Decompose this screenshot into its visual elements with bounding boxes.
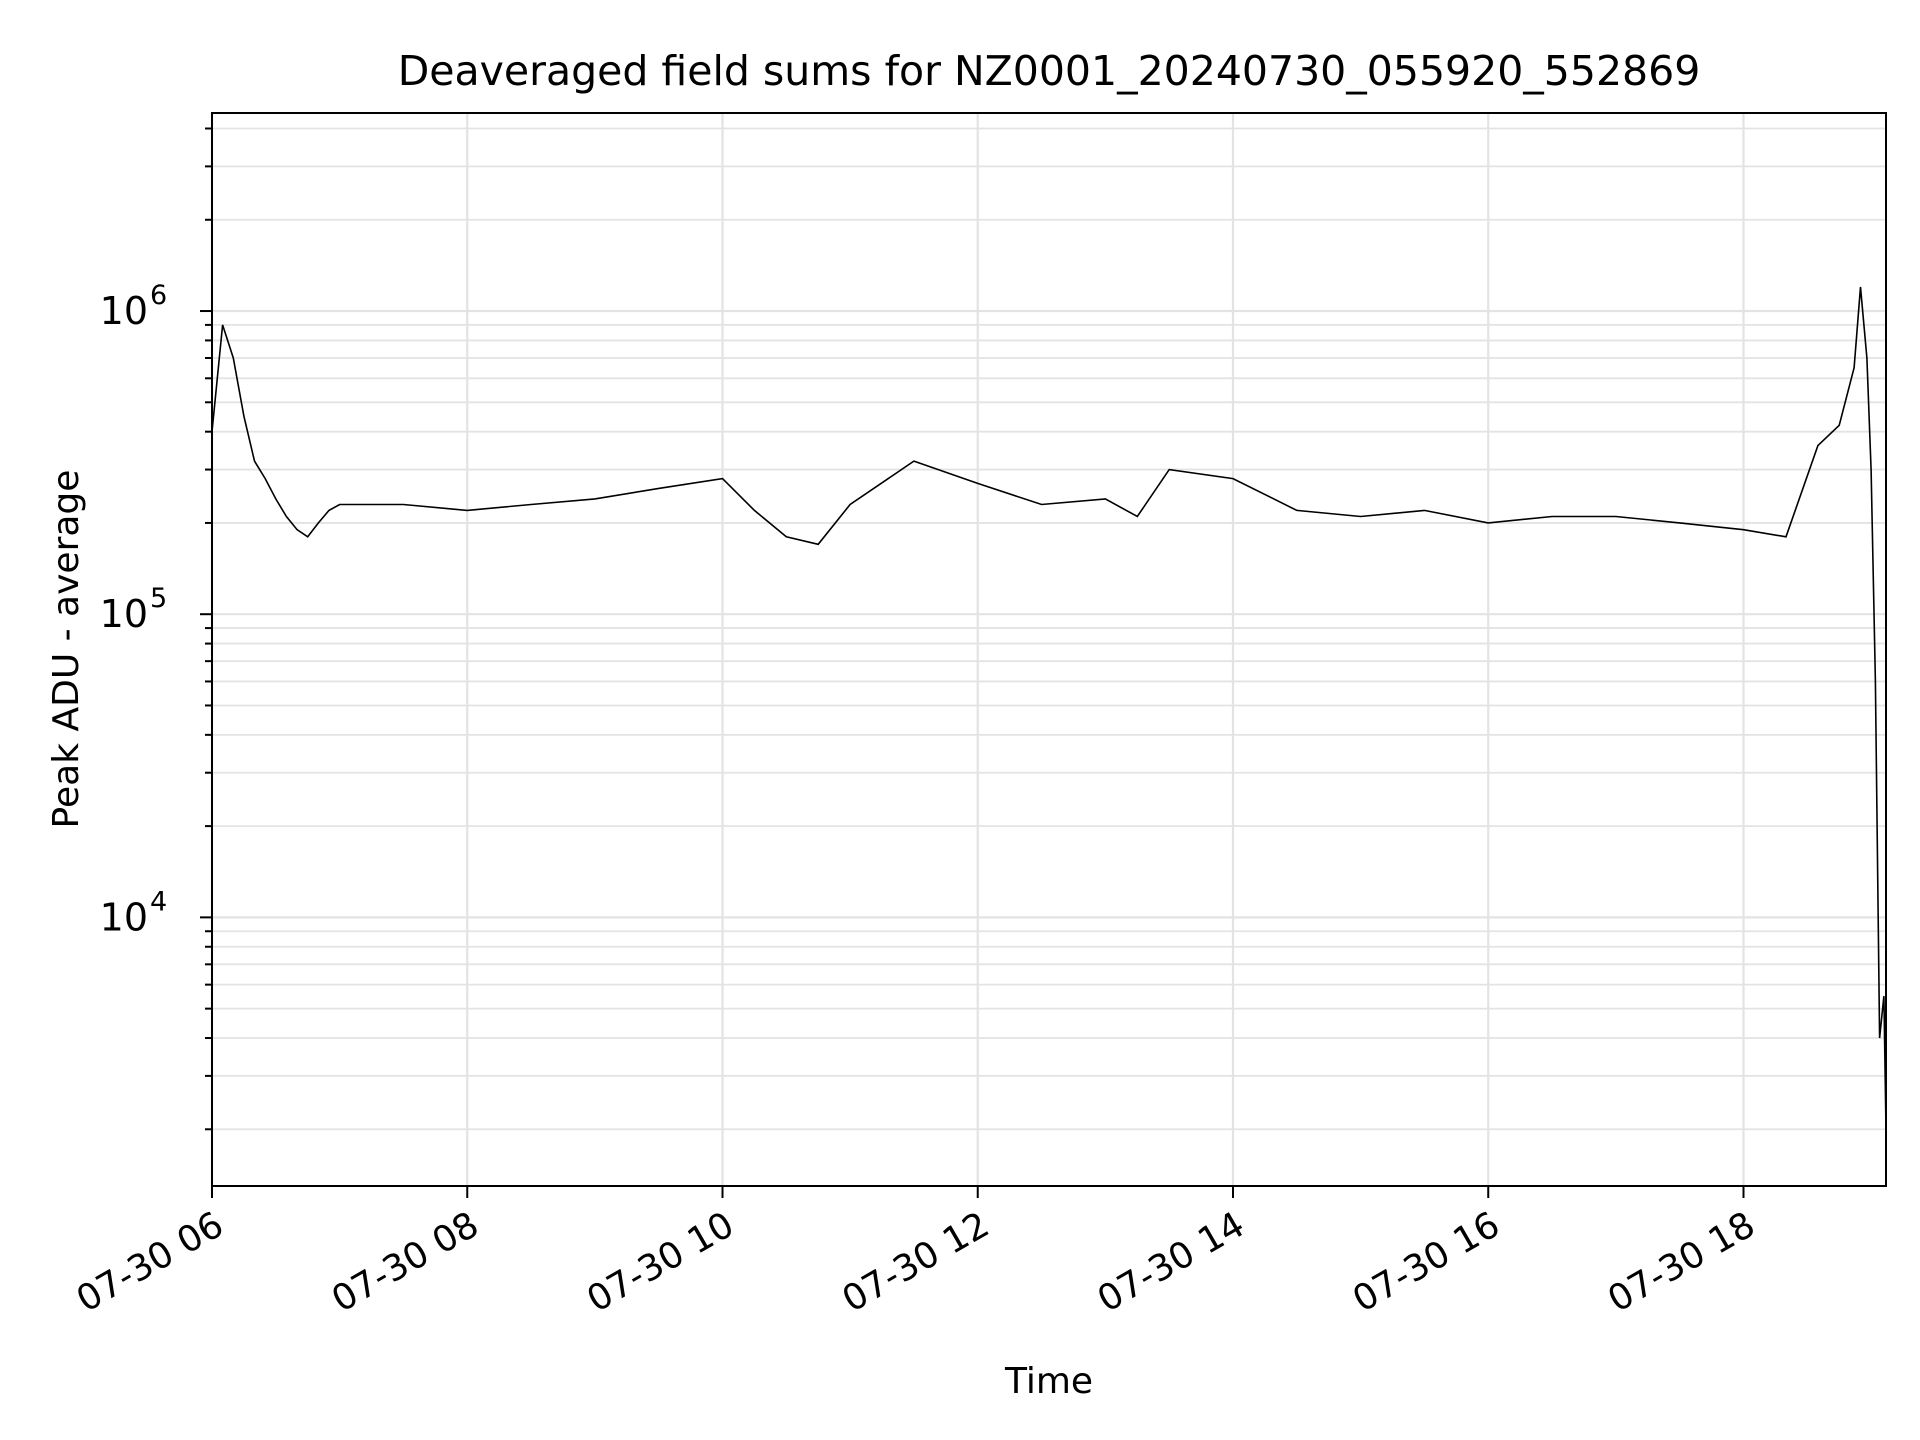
plot-frame [211, 112, 1887, 1187]
y-tick-exponent: 4 [150, 886, 167, 917]
y-tick-base: 10 [100, 895, 148, 939]
chart-title: Deaveraged field sums for NZ0001_2024073… [398, 47, 1701, 95]
grid [210, 113, 1886, 1186]
y-tick-exponent: 6 [150, 280, 167, 311]
y-tick-label: 10 4 [100, 886, 168, 939]
y-tick-label: 10 6 [100, 280, 168, 333]
x-axis-label: Time [1004, 1361, 1093, 1402]
series-layer [211, 286, 1887, 1130]
y-tick-base: 10 [100, 592, 148, 636]
y-tick-base: 10 [100, 289, 148, 333]
y-axis-label: Peak ADU - average [46, 470, 87, 829]
y-tick-exponent: 5 [150, 583, 167, 614]
series-line [211, 286, 1887, 1130]
y-tick-label: 10 5 [100, 583, 168, 636]
